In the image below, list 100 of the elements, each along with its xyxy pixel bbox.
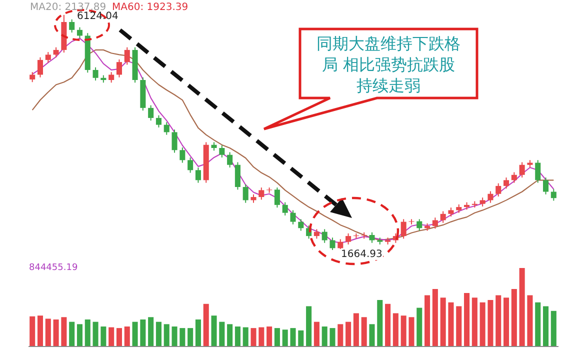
candlestick: [432, 217, 438, 230]
bar: [361, 317, 367, 346]
bar: [456, 306, 462, 346]
candlestick: [346, 232, 352, 245]
bar: [76, 324, 82, 346]
bar: [290, 328, 296, 346]
candlestick: [550, 188, 556, 202]
bar: [408, 317, 414, 346]
bar: [61, 317, 67, 346]
candlestick: [53, 46, 59, 58]
bar: [37, 316, 44, 346]
candlestick: [164, 122, 170, 136]
candlestick: [234, 162, 240, 190]
candlestick: [274, 187, 280, 208]
candlestick: [172, 129, 178, 154]
candlestick: [504, 177, 510, 190]
bar: [188, 328, 194, 346]
bar: [242, 327, 248, 346]
bar: [432, 289, 438, 346]
bar: [322, 326, 328, 346]
bar: [330, 328, 336, 346]
bar: [258, 327, 264, 346]
candlestick: [30, 72, 36, 83]
candlestick: [156, 114, 162, 128]
bar: [377, 300, 383, 346]
candlestick: [45, 52, 51, 64]
bar: [124, 326, 130, 346]
candlestick: [369, 232, 375, 244]
bar: [274, 328, 280, 346]
bar: [448, 302, 454, 346]
bar: [219, 322, 225, 346]
candlestick: [314, 228, 320, 240]
text: MA60: 1923.39: [112, 2, 188, 13]
bar: [535, 302, 541, 346]
bar: [306, 306, 312, 346]
candlestick: [440, 210, 446, 224]
bar: [416, 308, 422, 346]
candlestick: [408, 218, 414, 225]
candlestick: [322, 228, 328, 244]
bar: [108, 327, 114, 346]
bar: [227, 324, 233, 346]
candlestick: [92, 66, 98, 82]
candlestick: [282, 202, 288, 216]
bar: [69, 322, 75, 346]
bar: [504, 298, 510, 346]
bar: [298, 330, 304, 346]
bar: [424, 295, 430, 346]
annotation: 同期大盘维持下跌格局 相比强势抗跌股持续走弱: [316, 33, 462, 96]
bar: [148, 317, 154, 346]
candlestick: [258, 187, 264, 200]
candlestick: [180, 146, 186, 164]
candlestick: [188, 156, 194, 174]
candlestick: [227, 152, 233, 168]
bar: [346, 322, 352, 346]
bar: [30, 316, 36, 346]
bar: [496, 295, 502, 346]
candlestick: [330, 237, 336, 251]
bar: [84, 319, 90, 346]
bar: [400, 316, 406, 346]
bar: [550, 310, 556, 346]
candlestick: [266, 187, 272, 194]
candlestick: [488, 190, 494, 204]
bar: [164, 324, 170, 346]
bar: [156, 322, 162, 346]
bar: [250, 328, 256, 346]
annotation: 844455.19: [29, 263, 78, 273]
bar: [338, 324, 344, 346]
bar: [140, 319, 146, 346]
candlestick: [124, 46, 130, 66]
bar: [45, 318, 51, 346]
candlestick: [290, 210, 296, 225]
candlestick: [116, 58, 122, 78]
candlestick: [195, 167, 201, 184]
bar: [211, 316, 217, 346]
bar: [385, 304, 391, 346]
candlestick: [416, 218, 422, 232]
bar: [100, 326, 106, 346]
candlestick: [535, 160, 541, 184]
text: MA20: 2137.89: [30, 2, 106, 13]
bar: [527, 295, 533, 346]
candlestick: [108, 72, 114, 84]
candlestick: [37, 56, 44, 78]
bar: [464, 292, 470, 346]
bar: [53, 319, 59, 346]
bar: [282, 330, 288, 346]
bar: [195, 319, 201, 346]
bar: [266, 326, 272, 346]
candlestick: [519, 162, 525, 178]
candlestick: [148, 104, 154, 122]
candlestick: [242, 184, 248, 204]
candlestick: [76, 26, 82, 39]
bar: [234, 326, 240, 346]
bar: [116, 328, 122, 346]
bar: [519, 268, 525, 346]
bar: [132, 322, 138, 346]
annotation: 1664.93: [340, 249, 384, 260]
candlestick: [511, 172, 517, 184]
bar: [542, 306, 549, 346]
candlestick: [298, 218, 304, 232]
bar: [314, 322, 320, 346]
